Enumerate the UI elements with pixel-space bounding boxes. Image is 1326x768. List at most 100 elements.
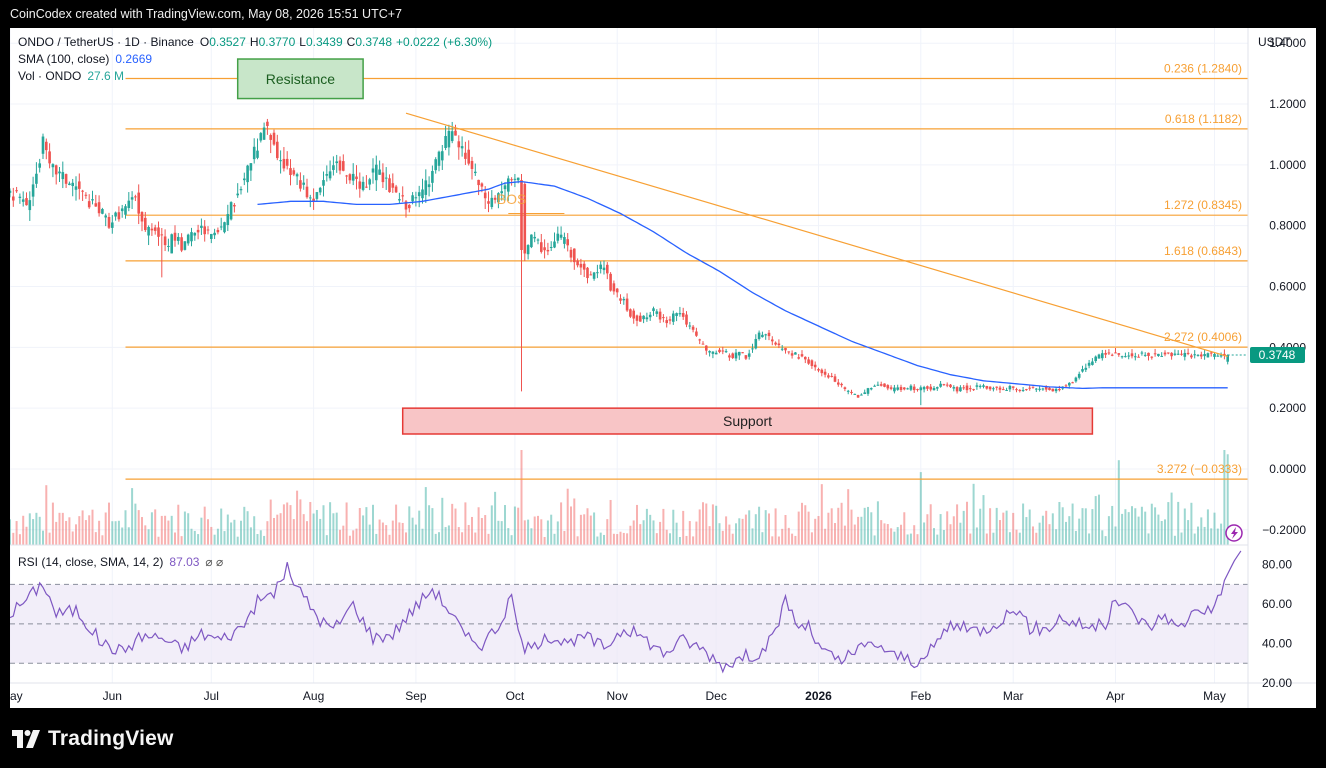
current-price-value: 0.3748: [1259, 348, 1296, 362]
volume-bar: [850, 509, 853, 545]
volume-bar: [187, 513, 190, 545]
volume-bar: [25, 526, 28, 545]
volume-bar: [523, 520, 526, 545]
volume-bar: [533, 516, 536, 545]
candle-body: [662, 317, 665, 319]
candle-body: [978, 385, 982, 387]
candle-body: [843, 387, 847, 389]
rsi-visibility-icons[interactable]: ⌀ ⌀: [205, 555, 223, 569]
price-chart[interactable]: 0.236 (1.2840) 0.618 (1.1182) 1.272 (0.834…: [10, 28, 1316, 708]
volume-bar: [1107, 516, 1110, 545]
volume-bar: [1190, 502, 1193, 545]
tradingview-logo-icon: [12, 728, 42, 750]
volume-bar: [10, 519, 11, 545]
tradingview-brand[interactable]: TradingView: [12, 724, 174, 754]
candle-body: [771, 339, 774, 342]
candle-body: [1209, 352, 1213, 354]
volume-bar: [517, 507, 520, 545]
candle-body: [853, 393, 857, 395]
candle-body: [658, 311, 662, 320]
rsi-legend: RSI (14, close, SMA, 14, 2) 87.03 ⌀ ⌀: [18, 555, 223, 569]
candle-body: [592, 272, 596, 279]
candle-body: [114, 212, 117, 217]
volume-bar: [263, 535, 266, 545]
candle-body: [1167, 352, 1170, 354]
candle-body: [1104, 352, 1107, 355]
lightning-icon[interactable]: [1225, 524, 1243, 542]
volume-bar: [61, 512, 64, 545]
volume-bar: [434, 533, 437, 545]
candle-body: [1124, 356, 1127, 358]
candle-body: [503, 185, 507, 190]
price-axis[interactable]: USDT 1.40001.20001.00000.80000.60000.400…: [1258, 35, 1306, 537]
candle-body: [348, 174, 352, 181]
volume-bar: [309, 501, 312, 545]
candle-body: [470, 160, 474, 169]
volume-bar: [705, 503, 708, 545]
rsi-line: [10, 550, 1242, 674]
candle-body: [1216, 355, 1220, 357]
candle-body: [988, 386, 992, 390]
volume-bar: [738, 518, 741, 545]
volume-bar: [599, 532, 602, 545]
volume-bar: [708, 526, 711, 545]
candle-body: [12, 196, 15, 201]
time-axis[interactable]: ay Jun Jul Aug Sep Oct Nov Dec 2026 Feb Mar Apr May: [10, 689, 1226, 703]
candle-body: [701, 343, 705, 345]
legend-symbol[interactable]: ONDO / TetherUS · 1D · Binance: [18, 35, 194, 49]
volume-bar: [774, 508, 777, 545]
volume-bar: [391, 520, 394, 545]
legend-o-value: 0.3527: [209, 35, 246, 49]
chart-panel[interactable]: 0.236 (1.2840) 0.618 (1.1182) 1.272 (0.834…: [10, 28, 1316, 708]
volume-bar: [540, 519, 543, 545]
legend-sma-label[interactable]: SMA (100, close): [18, 52, 109, 66]
rsi-label[interactable]: RSI (14, close, SMA, 14, 2): [18, 555, 163, 569]
candle-body: [1180, 353, 1183, 355]
volume-bar: [913, 525, 916, 545]
volume-bar: [586, 508, 589, 545]
legend-h-label: H: [250, 35, 259, 49]
volume-bar: [276, 514, 279, 545]
volume-bar: [1065, 521, 1067, 545]
volume-bar: [893, 531, 896, 545]
candle-body: [1097, 354, 1101, 359]
volume-bar: [428, 505, 431, 545]
volume-bar: [362, 515, 365, 545]
volume-bar: [692, 536, 695, 545]
volume-bar: [702, 502, 704, 545]
volume-bar: [669, 533, 671, 545]
downtrend-line: [405, 112, 1228, 358]
volume-bar: [870, 512, 873, 545]
candle-body: [404, 201, 408, 210]
volume-bar: [1183, 508, 1186, 545]
candle-body: [744, 355, 748, 359]
time-tick-label: May: [1203, 689, 1226, 703]
candle-body: [111, 222, 114, 228]
bos-label: BOS: [497, 191, 527, 207]
volume-bar: [375, 533, 378, 545]
candle-body: [573, 248, 576, 263]
legend-vol-label[interactable]: Vol · ONDO: [18, 69, 81, 83]
candle-body: [35, 173, 38, 184]
volume-bar: [1074, 530, 1077, 545]
candle-body: [454, 130, 457, 136]
volume-bar: [157, 536, 160, 545]
candle-body: [929, 386, 932, 390]
volume-bar: [903, 512, 906, 545]
candle-body: [124, 206, 127, 215]
volume-bar: [408, 506, 411, 545]
candle-body: [157, 227, 160, 237]
rsi-band: [10, 584, 1248, 664]
candle-body: [936, 387, 939, 389]
candle-body: [909, 385, 913, 390]
volume-bar: [655, 533, 658, 545]
support-box[interactable]: [401, 407, 1094, 435]
volume-bar: [332, 513, 335, 545]
candle-body: [94, 203, 98, 207]
volume-bar: [527, 519, 530, 545]
rsi-axis[interactable]: 80.00 60.00 40.00 20.00: [1262, 558, 1292, 690]
resistance-box[interactable]: [236, 58, 364, 100]
volume-bar: [923, 522, 926, 545]
candle-body: [398, 199, 401, 201]
candle-body: [437, 151, 441, 166]
